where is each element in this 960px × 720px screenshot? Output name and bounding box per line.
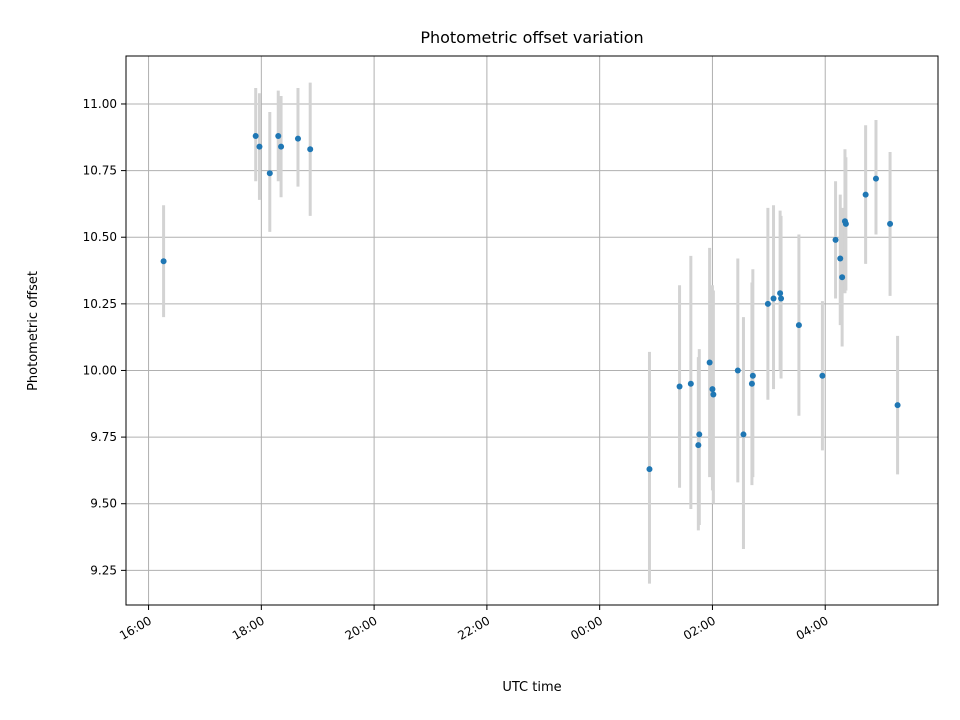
data-point: [862, 191, 869, 198]
x-tick-label: 20:00: [343, 613, 380, 642]
data-point: [278, 143, 285, 150]
data-point: [819, 372, 826, 379]
data-point: [695, 442, 702, 449]
data-point: [160, 258, 167, 265]
data-point: [307, 146, 314, 153]
data-point: [266, 170, 273, 177]
x-tick-label: 00:00: [568, 613, 605, 642]
data-point: [294, 135, 301, 142]
y-axis-label: Photometric offset: [26, 271, 41, 391]
data-point: [252, 132, 259, 139]
data-point: [710, 391, 717, 398]
x-tick-label: 16:00: [117, 613, 154, 642]
y-tick-label: 9.75: [90, 430, 117, 444]
data-point: [749, 372, 756, 379]
data-point: [795, 322, 802, 329]
x-tick-label: 18:00: [230, 613, 267, 642]
y-tick-label: 9.25: [90, 563, 117, 577]
data-point: [676, 383, 683, 390]
y-tick-label: 11.00: [83, 97, 117, 111]
data-point: [748, 380, 755, 387]
error-bars: [162, 82, 900, 584]
grid-lines: [126, 56, 938, 605]
data-point: [837, 255, 844, 262]
x-axis-label: UTC time: [502, 680, 561, 695]
data-points: [160, 132, 901, 473]
data-point: [275, 132, 282, 139]
y-tick-label: 10.00: [83, 363, 117, 377]
y-axis-ticks: 9.25 9.50 9.75 10.00 10.25 10.50 10.75 11.00: [83, 97, 126, 577]
y-tick-label: 10.75: [83, 164, 117, 178]
chart-title: Photometric offset variation: [420, 28, 643, 47]
data-point: [832, 236, 839, 243]
data-point: [687, 380, 694, 387]
x-axis-ticks: 16:00 18:00 20:00 22:00 00:00 02:00 04:00: [117, 605, 831, 643]
y-tick-label: 9.50: [90, 497, 117, 511]
x-tick-label: 02:00: [681, 613, 718, 642]
data-point: [842, 220, 849, 227]
data-point: [734, 367, 741, 374]
data-point: [778, 295, 785, 302]
data-point: [696, 431, 703, 438]
data-point: [256, 143, 263, 150]
data-point: [646, 466, 653, 473]
data-point: [770, 295, 777, 302]
x-tick-label: 22:00: [455, 613, 492, 642]
data-point: [887, 220, 894, 227]
data-point: [706, 359, 713, 366]
y-tick-label: 10.50: [83, 230, 117, 244]
y-tick-label: 10.25: [83, 297, 117, 311]
x-tick-label: 04:00: [794, 613, 831, 642]
data-point: [839, 274, 846, 281]
data-point: [894, 402, 901, 409]
plot-frame: [125, 55, 939, 606]
data-point: [709, 386, 716, 393]
data-point: [764, 300, 771, 307]
data-point: [872, 175, 879, 182]
data-point: [740, 431, 747, 438]
data-point: [777, 290, 784, 297]
